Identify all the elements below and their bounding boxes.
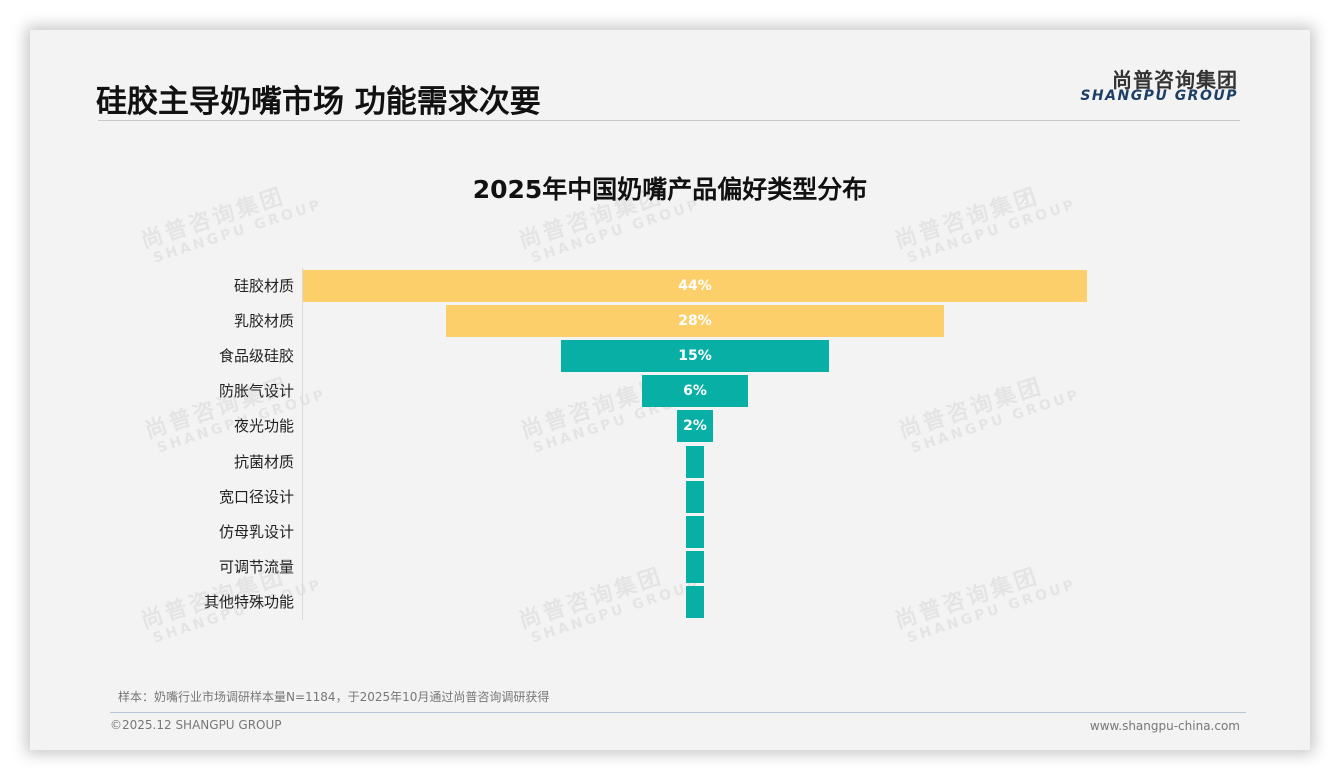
category-label: 宽口径设计 (218, 487, 294, 506)
watermark: 尚普咨询集团 SHANGPU GROUP (896, 373, 1083, 457)
category-label: 其他特殊功能 (203, 592, 294, 611)
footer-divider (110, 712, 1246, 713)
funnel-bar (686, 585, 704, 618)
website-link[interactable]: www.shangpu-china.com (1089, 719, 1240, 733)
logo-chinese: 尚普咨询集团 (1112, 68, 1238, 92)
slide: 尚普咨询集团 SHANGPU GROUP 尚普咨询集团 SHANGPU GROUP … (30, 30, 1310, 750)
bar-value-label: 44% (678, 278, 712, 294)
chart-title: 2025年中国奶嘴产品偏好类型分布 (472, 175, 868, 204)
category-axis-line (302, 268, 303, 620)
funnel-bar (686, 445, 704, 478)
category-label: 夜光功能 (233, 417, 294, 436)
bar-value-label: 2% (683, 418, 707, 435)
bar-value-label: 15% (678, 348, 712, 365)
funnel-bar: 28% (445, 305, 945, 338)
bar-value-label: 28% (678, 313, 712, 330)
category-label: 仿母乳设计 (218, 522, 294, 541)
funnel-bar (686, 480, 704, 513)
copyright: ©2025.12 SHANGPU GROUP (110, 718, 282, 732)
watermark: 尚普咨询集团 SHANGPU GROUP (516, 563, 703, 647)
category-label: 防胀气设计 (218, 382, 294, 401)
funnel-bar: 44% (302, 270, 1088, 302)
funnel-bar: 2% (677, 410, 713, 443)
bar-value-label: 6% (683, 383, 707, 400)
funnel-bar: 15% (561, 340, 829, 373)
title-divider (98, 120, 1240, 121)
sample-note: 样本：奶嘴行业市场调研样本量N=1184，于2025年10月通过尚普咨询调研获得 (118, 690, 550, 704)
category-label: 食品级硅胶 (218, 347, 294, 366)
watermark: 尚普咨询集团 SHANGPU GROUP (892, 563, 1079, 647)
page-title: 硅胶主导奶嘴市场 功能需求次要 (96, 84, 541, 120)
funnel-bar (686, 515, 704, 548)
funnel-bar (686, 550, 704, 583)
category-label: 抗菌材质 (233, 452, 294, 471)
category-label: 可调节流量 (218, 557, 294, 576)
logo-english: SHANGPU GROUP (1080, 88, 1238, 104)
category-label: 硅胶材质 (233, 277, 294, 295)
funnel-bar: 6% (641, 375, 749, 408)
category-label: 乳胶材质 (233, 312, 294, 331)
